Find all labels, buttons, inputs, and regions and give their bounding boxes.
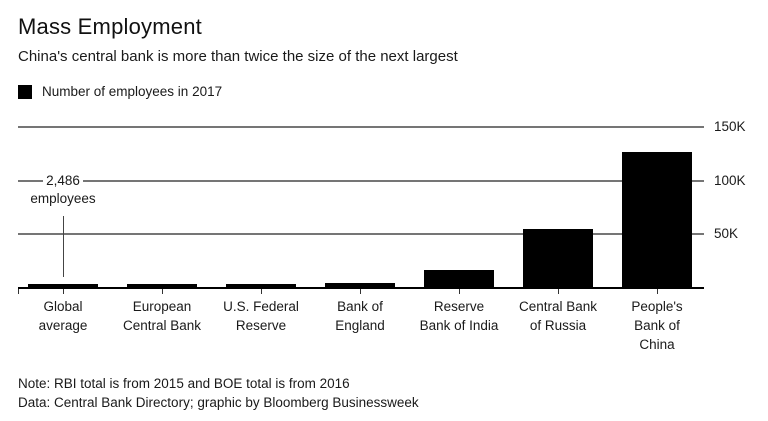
bar-european-central-bank bbox=[127, 284, 197, 288]
x-tick-0 bbox=[63, 289, 64, 294]
chart-footer: Note: RBI total is from 2015 and BOE tot… bbox=[18, 374, 419, 412]
xcat-label-u-s-federal-reserve: U.S. Federal Reserve bbox=[223, 299, 299, 333]
x-tick-3 bbox=[360, 289, 361, 294]
chart-subtitle: China's central bank is more than twice … bbox=[18, 48, 458, 65]
footer-source: Data: Central Bank Directory; graphic by… bbox=[18, 395, 419, 410]
bar-people-s-bank-of-china bbox=[622, 152, 692, 288]
xcat-label-central-bank-of-russia: Central Bank of Russia bbox=[518, 299, 598, 333]
gridline-50K bbox=[18, 233, 704, 236]
legend-label: Number of employees in 2017 bbox=[42, 84, 223, 99]
chart-title: Mass Employment bbox=[18, 14, 202, 39]
bar-central-bank-of-russia bbox=[523, 229, 593, 288]
xcat-label-reserve-bank-of-india: Reserve Bank of India bbox=[419, 299, 499, 333]
ytick-label-150K: 150K bbox=[714, 119, 746, 134]
xcat-label-european-central-bank: European Central Bank bbox=[122, 299, 202, 333]
bar-bank-of-england bbox=[325, 283, 395, 288]
gridline-100K bbox=[18, 179, 704, 182]
x-tick-4 bbox=[459, 289, 460, 294]
x-tick-2 bbox=[261, 289, 262, 294]
bar-u-s-federal-reserve bbox=[226, 284, 296, 288]
xcat-label-global-average: Global average bbox=[38, 299, 88, 333]
annotation-value: 2,486 bbox=[13, 172, 113, 190]
bar-global-average bbox=[28, 284, 98, 288]
xcat-label-people-s-bank-of-china: People's Bank of China bbox=[631, 299, 683, 352]
gridline-150K bbox=[18, 126, 704, 128]
xcat-label-bank-of-england: Bank of England bbox=[335, 299, 385, 333]
x-axis-line bbox=[18, 287, 704, 289]
x-tick-1 bbox=[162, 289, 163, 294]
annotation-unit: employees bbox=[30, 191, 96, 206]
ytick-label-100K: 100K bbox=[714, 172, 746, 188]
x-tick-5 bbox=[558, 289, 559, 294]
ytick-label-50K: 50K bbox=[714, 226, 739, 242]
bar-reserve-bank-of-india bbox=[424, 270, 494, 288]
annotation-callout-line bbox=[63, 216, 64, 277]
legend-swatch-icon bbox=[18, 84, 32, 99]
x-axis-start-tick bbox=[18, 289, 19, 294]
x-tick-6 bbox=[657, 289, 658, 294]
footer-note: Note: RBI total is from 2015 and BOE tot… bbox=[18, 376, 350, 391]
annotation-global-average: 2,486 employees bbox=[13, 172, 113, 208]
chart-legend: Number of employees in 2017 bbox=[18, 84, 222, 99]
